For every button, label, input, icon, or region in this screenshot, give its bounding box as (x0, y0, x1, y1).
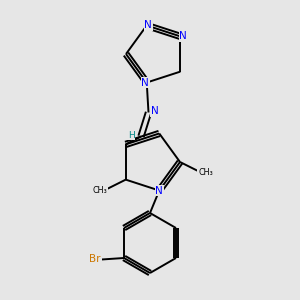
Text: N: N (151, 106, 159, 116)
Text: CH₃: CH₃ (93, 186, 108, 195)
Text: CH₃: CH₃ (198, 168, 213, 177)
Text: Br: Br (89, 254, 101, 265)
Text: N: N (141, 77, 149, 88)
Text: N: N (144, 20, 152, 31)
Text: N: N (155, 185, 163, 196)
Text: H: H (128, 130, 135, 140)
Text: N: N (179, 32, 187, 41)
